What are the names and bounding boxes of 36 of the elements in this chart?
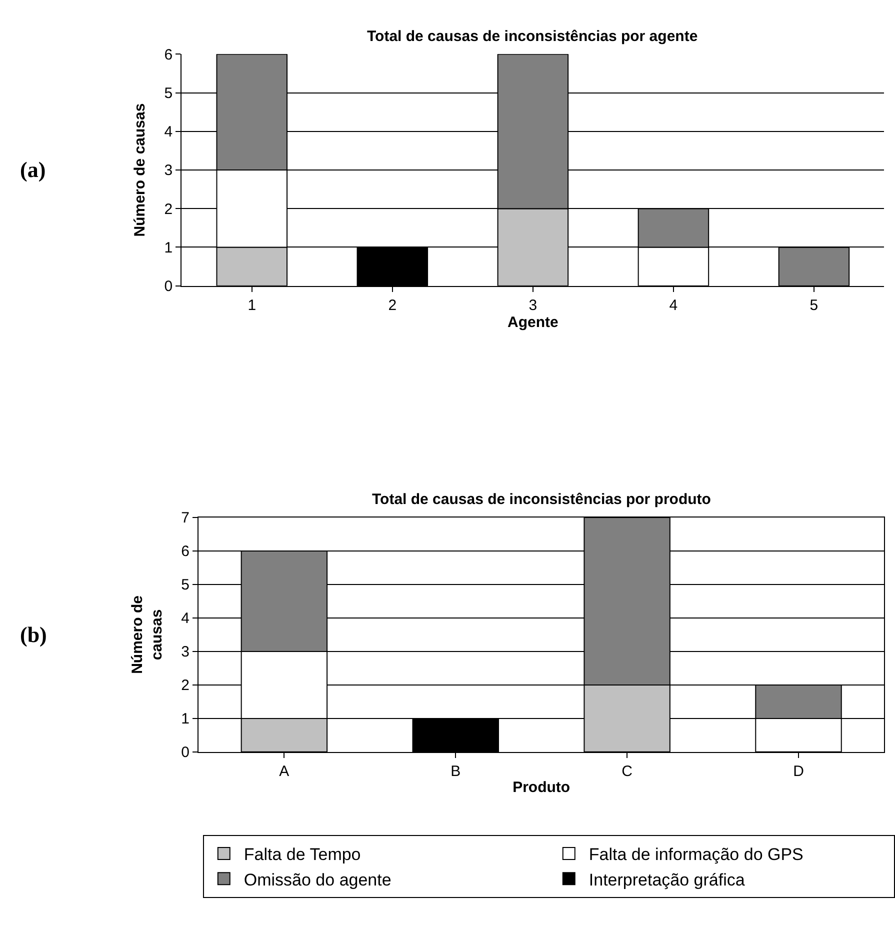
y-tick-label: 2 — [164, 200, 173, 218]
chart-title: Total de causas de inconsistências por agente — [367, 28, 698, 45]
y-tick-label: 6 — [181, 543, 190, 560]
x-tick-label: B — [450, 762, 461, 780]
y-axis-title: Número de causas — [128, 596, 166, 674]
chart-title: Total de causas de inconsistências por produto — [372, 491, 711, 508]
legend-label: Falta de informação do GPS — [588, 845, 804, 864]
y-tick-label: 0 — [164, 278, 173, 296]
x-tick-label: 5 — [810, 296, 818, 314]
legend-label: Interpretação gráfica — [588, 870, 746, 890]
y-tick-label: 5 — [164, 85, 173, 102]
text: (b) — [20, 622, 47, 647]
legend-label: Omissão do agente — [244, 870, 392, 890]
x-tick-label: C — [622, 762, 633, 780]
x-tick-label: D — [793, 762, 804, 780]
y-axis-title: Número de causas — [132, 103, 149, 237]
x-tick-label: 1 — [248, 296, 256, 314]
y-tick-label: 7 — [181, 510, 190, 527]
y-tick-label: 1 — [181, 710, 190, 728]
x-tick-label: 2 — [388, 296, 397, 314]
y-tick-label: 5 — [181, 576, 190, 594]
y-tick-label: 6 — [164, 46, 173, 64]
y-tick-label: 2 — [181, 677, 190, 694]
y-tick-label: 0 — [181, 744, 190, 762]
x-tick-label: 4 — [669, 296, 678, 314]
x-axis-title: Agente — [508, 314, 558, 331]
x-axis-title: Produto — [512, 778, 570, 796]
x-tick-label: 3 — [528, 296, 538, 314]
legend-label: Falta de Tempo — [244, 845, 361, 864]
y-tick-label: 1 — [164, 239, 173, 256]
text: (a) — [20, 157, 46, 182]
x-tick-label: A — [279, 762, 290, 780]
y-tick-label: 4 — [164, 124, 173, 141]
y-tick-label: 3 — [164, 162, 173, 180]
y-tick-label: 3 — [181, 644, 190, 661]
y-tick-label: 4 — [181, 610, 190, 628]
